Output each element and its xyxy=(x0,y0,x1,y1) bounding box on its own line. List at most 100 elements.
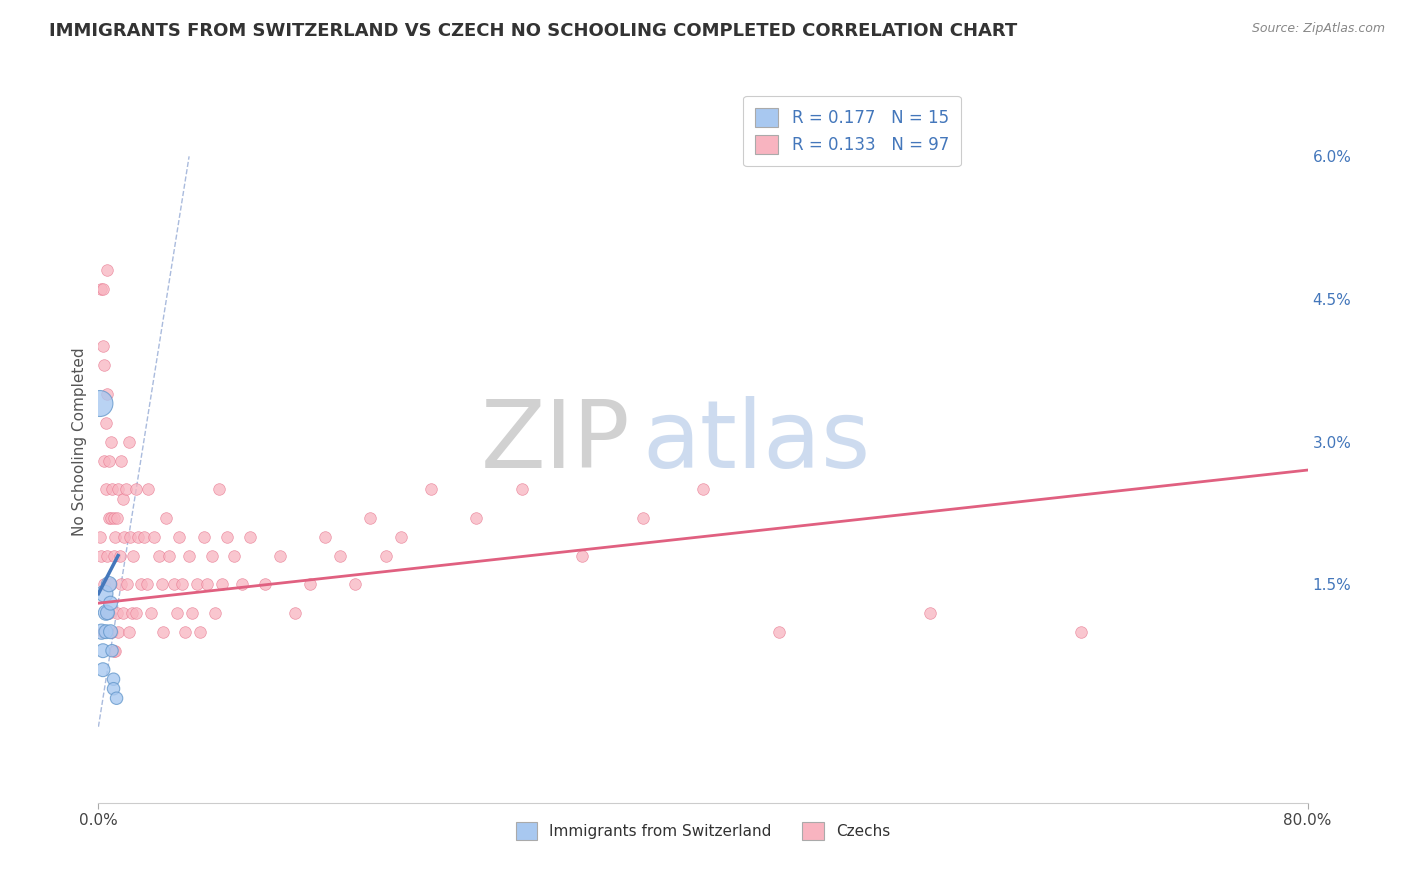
Point xyxy=(105,606,128,620)
Point xyxy=(420,482,443,496)
Point xyxy=(103,681,125,696)
Point xyxy=(111,606,134,620)
Point xyxy=(166,606,188,620)
Point xyxy=(253,577,276,591)
Point xyxy=(121,606,143,620)
Point xyxy=(208,482,231,496)
Point xyxy=(91,339,114,353)
Point xyxy=(105,691,128,706)
Point xyxy=(135,577,157,591)
Point xyxy=(100,510,122,524)
Point xyxy=(374,549,396,563)
Point xyxy=(132,530,155,544)
Point xyxy=(284,606,307,620)
Point xyxy=(195,577,218,591)
Point xyxy=(104,530,127,544)
Point xyxy=(94,416,117,430)
Point xyxy=(94,624,117,639)
Point xyxy=(150,577,173,591)
Point xyxy=(104,643,127,657)
Point xyxy=(125,482,148,496)
Point xyxy=(148,549,170,563)
Point xyxy=(215,530,238,544)
Point xyxy=(201,549,224,563)
Point xyxy=(114,482,136,496)
Point xyxy=(91,624,114,639)
Point xyxy=(152,624,174,639)
Point xyxy=(91,643,114,657)
Point xyxy=(193,530,215,544)
Point xyxy=(118,624,141,639)
Point xyxy=(105,510,128,524)
Point xyxy=(110,453,132,467)
Point xyxy=(170,577,193,591)
Point xyxy=(94,482,117,496)
Point xyxy=(98,453,121,467)
Point xyxy=(90,549,112,563)
Point xyxy=(111,491,134,506)
Point xyxy=(93,587,115,601)
Point xyxy=(98,577,121,591)
Point xyxy=(107,624,129,639)
Point xyxy=(93,577,115,591)
Point xyxy=(110,577,132,591)
Point xyxy=(143,530,166,544)
Point xyxy=(179,549,201,563)
Point xyxy=(692,482,714,496)
Point xyxy=(159,549,181,563)
Point xyxy=(93,453,115,467)
Text: IMMIGRANTS FROM SWITZERLAND VS CZECH NO SCHOOLING COMPLETED CORRELATION CHART: IMMIGRANTS FROM SWITZERLAND VS CZECH NO … xyxy=(49,22,1018,40)
Point xyxy=(103,643,125,657)
Point xyxy=(107,482,129,496)
Point xyxy=(167,530,190,544)
Point xyxy=(918,606,941,620)
Point xyxy=(181,606,204,620)
Point xyxy=(96,263,118,277)
Point xyxy=(101,482,124,496)
Point xyxy=(571,549,593,563)
Point xyxy=(101,643,124,657)
Point xyxy=(1070,624,1092,639)
Point xyxy=(360,510,382,524)
Point xyxy=(108,549,131,563)
Point xyxy=(239,530,262,544)
Point xyxy=(188,624,211,639)
Point xyxy=(768,624,790,639)
Point xyxy=(211,577,233,591)
Point xyxy=(314,530,336,544)
Point xyxy=(163,577,186,591)
Point xyxy=(100,434,122,449)
Point xyxy=(91,663,114,677)
Text: ZIP: ZIP xyxy=(481,395,630,488)
Point xyxy=(155,510,177,524)
Point xyxy=(344,577,367,591)
Point xyxy=(118,434,141,449)
Point xyxy=(127,530,149,544)
Point xyxy=(93,359,115,373)
Point xyxy=(631,510,654,524)
Point xyxy=(389,530,412,544)
Point xyxy=(329,549,352,563)
Point xyxy=(98,510,121,524)
Point xyxy=(231,577,253,591)
Point xyxy=(122,549,145,563)
Point xyxy=(100,577,122,591)
Point xyxy=(141,606,163,620)
Point xyxy=(269,549,291,563)
Point xyxy=(89,396,111,410)
Point xyxy=(129,577,152,591)
Y-axis label: No Schooling Completed: No Schooling Completed xyxy=(72,347,87,536)
Point xyxy=(100,596,122,610)
Point xyxy=(103,510,125,524)
Point xyxy=(510,482,533,496)
Point xyxy=(186,577,208,591)
Point xyxy=(115,577,138,591)
Text: Source: ZipAtlas.com: Source: ZipAtlas.com xyxy=(1251,22,1385,36)
Point xyxy=(136,482,159,496)
Point xyxy=(120,530,142,544)
Point xyxy=(96,387,118,401)
Point xyxy=(90,282,112,296)
Point xyxy=(90,624,112,639)
Legend: Immigrants from Switzerland, Czechs: Immigrants from Switzerland, Czechs xyxy=(510,816,896,846)
Point xyxy=(98,606,121,620)
